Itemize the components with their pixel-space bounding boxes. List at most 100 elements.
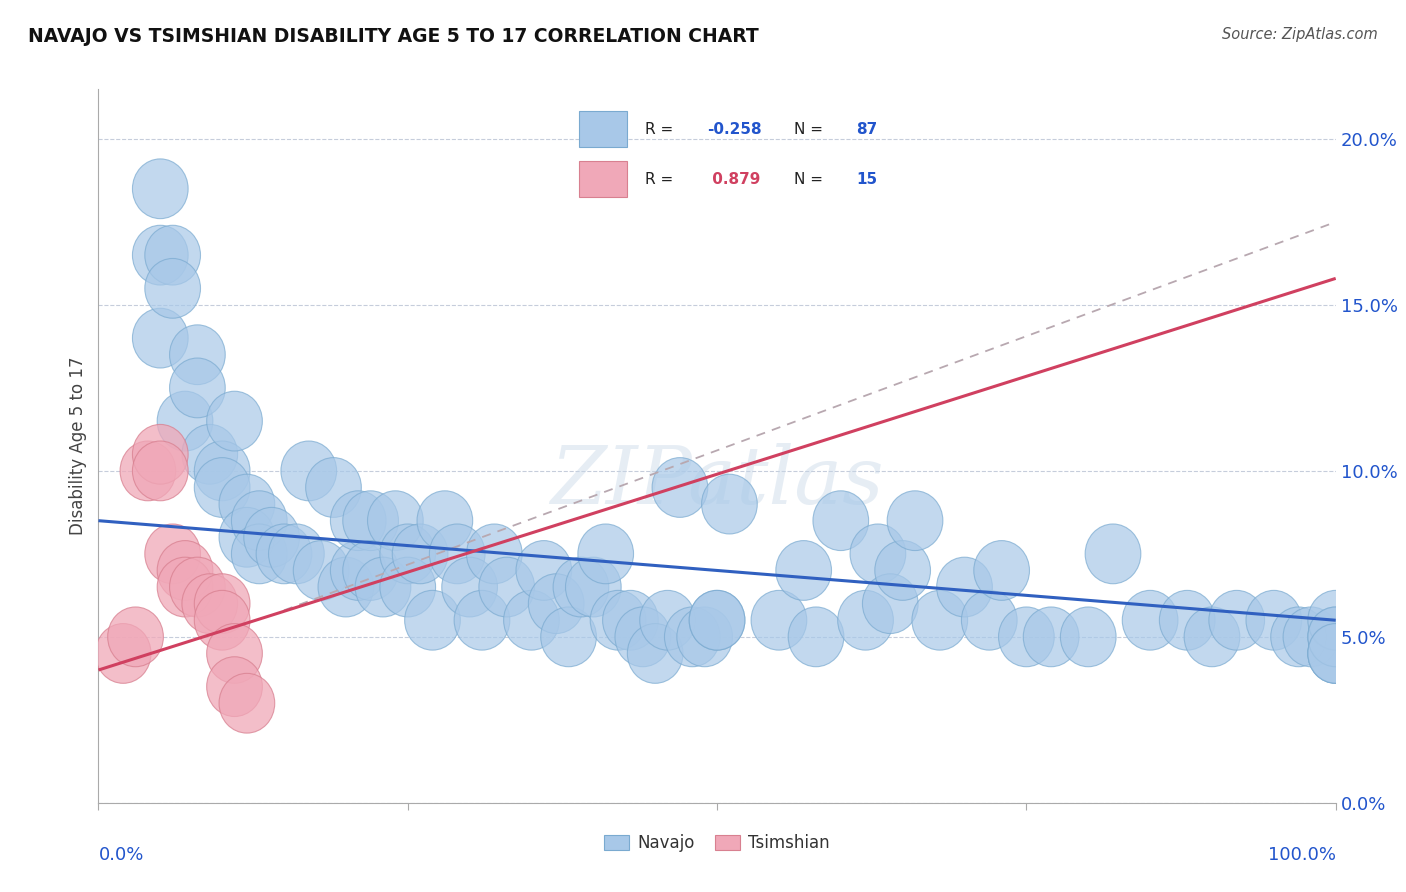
Ellipse shape: [170, 558, 225, 617]
Ellipse shape: [1271, 607, 1326, 666]
Ellipse shape: [1308, 607, 1364, 666]
Text: 0.0%: 0.0%: [98, 846, 143, 863]
Y-axis label: Disability Age 5 to 17: Disability Age 5 to 17: [69, 357, 87, 535]
Ellipse shape: [1308, 624, 1364, 683]
Ellipse shape: [367, 491, 423, 550]
Ellipse shape: [813, 491, 869, 550]
Ellipse shape: [157, 392, 212, 451]
Ellipse shape: [516, 541, 572, 600]
Ellipse shape: [219, 673, 274, 733]
Ellipse shape: [553, 558, 609, 617]
Ellipse shape: [1122, 591, 1178, 650]
Ellipse shape: [330, 541, 387, 600]
Ellipse shape: [912, 591, 967, 650]
Ellipse shape: [219, 475, 274, 534]
Ellipse shape: [974, 541, 1029, 600]
Ellipse shape: [157, 558, 212, 617]
Ellipse shape: [170, 358, 225, 417]
Legend: Navajo, Tsimshian: Navajo, Tsimshian: [598, 828, 837, 859]
Ellipse shape: [132, 309, 188, 368]
Ellipse shape: [1308, 624, 1364, 683]
Ellipse shape: [232, 491, 287, 550]
Ellipse shape: [194, 441, 250, 500]
Ellipse shape: [1160, 591, 1215, 650]
Text: 100.0%: 100.0%: [1268, 846, 1336, 863]
Ellipse shape: [194, 458, 250, 517]
Ellipse shape: [776, 541, 831, 600]
Text: ZIPatlas: ZIPatlas: [550, 443, 884, 520]
Ellipse shape: [356, 558, 411, 617]
Ellipse shape: [157, 541, 212, 600]
Ellipse shape: [789, 607, 844, 666]
Ellipse shape: [1246, 591, 1302, 650]
Text: Source: ZipAtlas.com: Source: ZipAtlas.com: [1222, 27, 1378, 42]
Ellipse shape: [1308, 591, 1364, 650]
Text: NAVAJO VS TSIMSHIAN DISABILITY AGE 5 TO 17 CORRELATION CHART: NAVAJO VS TSIMSHIAN DISABILITY AGE 5 TO …: [28, 27, 759, 45]
Ellipse shape: [1284, 607, 1339, 666]
Ellipse shape: [429, 524, 485, 583]
Ellipse shape: [529, 574, 583, 633]
Ellipse shape: [689, 591, 745, 650]
Ellipse shape: [219, 508, 274, 567]
Ellipse shape: [380, 558, 436, 617]
Ellipse shape: [96, 624, 150, 683]
Ellipse shape: [479, 558, 534, 617]
Ellipse shape: [343, 491, 398, 550]
Ellipse shape: [851, 524, 905, 583]
Ellipse shape: [838, 591, 893, 650]
Ellipse shape: [108, 607, 163, 666]
Ellipse shape: [281, 441, 336, 500]
Ellipse shape: [1184, 607, 1240, 666]
Ellipse shape: [207, 657, 263, 716]
Ellipse shape: [380, 524, 436, 583]
Ellipse shape: [232, 524, 287, 583]
Ellipse shape: [318, 558, 374, 617]
Ellipse shape: [181, 425, 238, 484]
Ellipse shape: [751, 591, 807, 650]
Ellipse shape: [998, 607, 1054, 666]
Ellipse shape: [565, 558, 621, 617]
Ellipse shape: [652, 458, 707, 517]
Ellipse shape: [305, 458, 361, 517]
Ellipse shape: [640, 591, 696, 650]
Ellipse shape: [591, 591, 645, 650]
Ellipse shape: [702, 475, 758, 534]
Ellipse shape: [330, 491, 387, 550]
Ellipse shape: [294, 541, 349, 600]
Ellipse shape: [181, 574, 238, 633]
Ellipse shape: [676, 607, 733, 666]
Ellipse shape: [194, 574, 250, 633]
Ellipse shape: [132, 226, 188, 285]
Ellipse shape: [145, 524, 201, 583]
Ellipse shape: [132, 425, 188, 484]
Ellipse shape: [578, 524, 634, 583]
Ellipse shape: [145, 226, 201, 285]
Ellipse shape: [441, 558, 498, 617]
Ellipse shape: [541, 607, 596, 666]
Ellipse shape: [1024, 607, 1078, 666]
Ellipse shape: [120, 441, 176, 500]
Ellipse shape: [627, 624, 683, 683]
Ellipse shape: [170, 325, 225, 384]
Ellipse shape: [887, 491, 943, 550]
Ellipse shape: [132, 441, 188, 500]
Ellipse shape: [1085, 524, 1140, 583]
Ellipse shape: [1060, 607, 1116, 666]
Ellipse shape: [603, 591, 658, 650]
Ellipse shape: [503, 591, 560, 650]
Ellipse shape: [467, 524, 522, 583]
Ellipse shape: [243, 508, 299, 567]
Ellipse shape: [862, 574, 918, 633]
Ellipse shape: [418, 491, 472, 550]
Ellipse shape: [343, 541, 398, 600]
Ellipse shape: [392, 524, 449, 583]
Ellipse shape: [614, 607, 671, 666]
Ellipse shape: [936, 558, 993, 617]
Ellipse shape: [145, 259, 201, 318]
Ellipse shape: [269, 524, 325, 583]
Ellipse shape: [132, 159, 188, 219]
Ellipse shape: [207, 392, 263, 451]
Ellipse shape: [962, 591, 1017, 650]
Ellipse shape: [405, 591, 460, 650]
Ellipse shape: [1308, 607, 1364, 666]
